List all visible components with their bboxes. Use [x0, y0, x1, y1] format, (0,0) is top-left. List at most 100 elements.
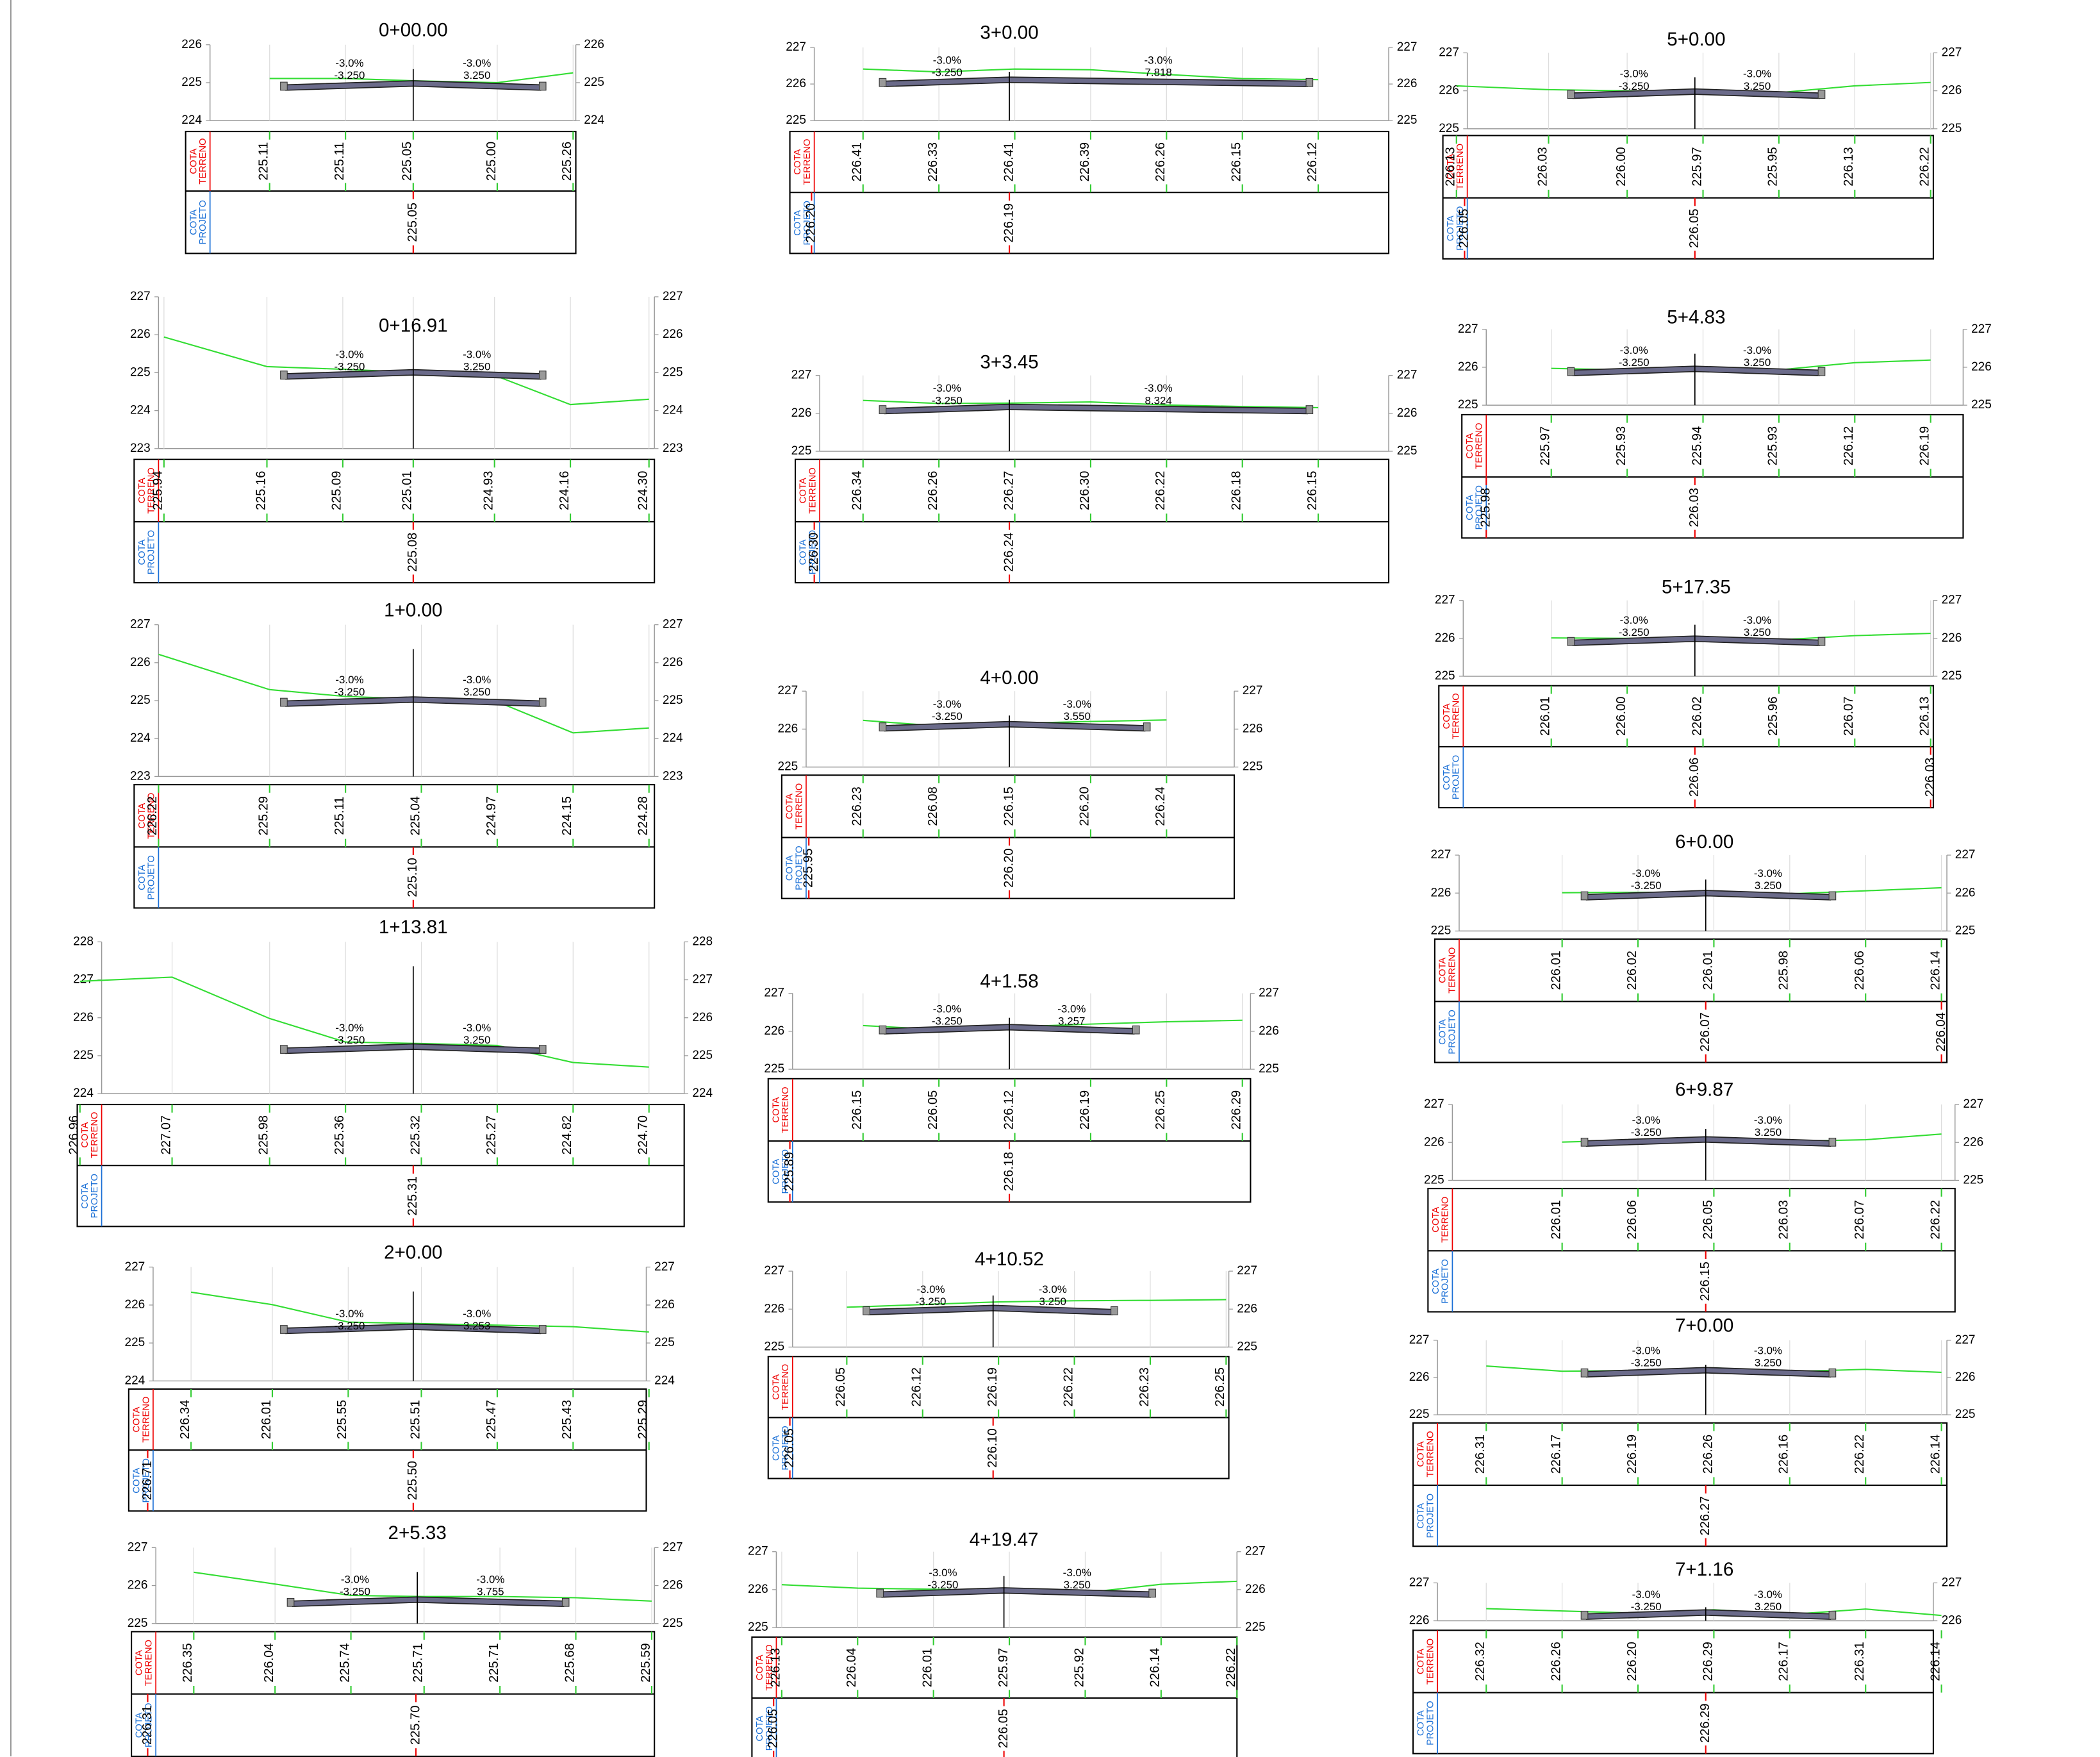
y-tick-label: 227 [1955, 1333, 1976, 1347]
row-label: TERRENO [144, 1640, 154, 1686]
terrain-elevation: 226.14 [1928, 1642, 1942, 1681]
slope-width: -3.250 [932, 67, 963, 79]
slope-width: 3.250 [463, 686, 490, 698]
row-label: COTA [1416, 1503, 1426, 1529]
slope-width: 3.250 [1755, 1601, 1782, 1613]
terrain-elevation: 226.35 [181, 1643, 195, 1682]
row-label: PROJETO [802, 201, 813, 246]
terrain-elevation: 226.12 [1002, 1090, 1016, 1129]
row-label: PROJETO [1455, 206, 1466, 251]
terrain-elevation: 226.29 [1230, 1090, 1244, 1129]
y-tick-label: 225 [130, 694, 151, 707]
project-elevation: 226.71 [140, 1461, 154, 1500]
y-tick-label: 225 [73, 1049, 94, 1062]
y-tick-label: 226 [654, 1298, 675, 1312]
slope-width: -3.250 [928, 1579, 959, 1591]
terrain-elevation: 225.47 [484, 1400, 499, 1439]
terrain-elevation: 225.97 [1539, 426, 1553, 465]
terrain-elevation: 226.13 [769, 1648, 783, 1687]
terrain-elevation: 225.97 [996, 1648, 1011, 1687]
y-tick-label: 226 [663, 1579, 683, 1592]
terrain-elevation: 226.05 [1701, 1200, 1715, 1239]
y-tick-label: 227 [663, 618, 683, 631]
y-tick-label: 226 [1243, 722, 1263, 735]
slope-grade: -3.0% [1620, 614, 1648, 626]
project-elevation: 226.05 [1457, 209, 1471, 248]
y-tick-label: 224 [130, 404, 151, 417]
terrain-elevation: 224.97 [484, 796, 499, 835]
row-label: TERRENO [1441, 1197, 1451, 1243]
project-elevation: 225.95 [801, 848, 815, 887]
y-tick-label: 226 [73, 1011, 94, 1024]
slope-width: -3.250 [915, 1295, 946, 1308]
project-elevation: 226.10 [986, 1428, 1000, 1467]
slope-width: -3.250 [932, 1015, 963, 1028]
slope-width: -3.250 [335, 686, 365, 698]
curb [1111, 1306, 1118, 1315]
y-tick-label: 224 [584, 113, 604, 127]
y-tick-label: 227 [1245, 1545, 1266, 1558]
project-elevation: 226.05 [782, 1428, 797, 1467]
slope-width: -3.250 [335, 1034, 365, 1046]
y-tick-label: 226 [764, 1024, 784, 1038]
row-label: PROJETO [807, 530, 818, 575]
y-tick-label: 224 [125, 1374, 145, 1387]
project-elevation: 226.19 [1002, 203, 1016, 242]
terrain-elevation: 226.08 [926, 787, 940, 826]
row-label: TERRENO [147, 467, 157, 513]
row-label: TERRENO [781, 1364, 791, 1410]
terrain-elevation: 225.51 [408, 1400, 422, 1439]
slope-grade: -3.0% [463, 1022, 491, 1034]
project-elevation: 225.98 [1479, 488, 1493, 527]
row-label: PROJETO [781, 1149, 791, 1194]
slope-width: 3.250 [463, 360, 490, 372]
terrain-elevation: 226.18 [1230, 471, 1244, 510]
terrain-elevation: 226.04 [262, 1643, 276, 1682]
terrain-elevation: 226.06 [1625, 1200, 1639, 1239]
curb [1828, 1610, 1837, 1620]
y-tick-label: 226 [1259, 1024, 1279, 1038]
terrain-elevation: 225.94 [151, 471, 165, 510]
slope-width: -3.250 [335, 69, 365, 81]
curb [1828, 1368, 1837, 1378]
slope-width: -3.250 [1631, 1126, 1662, 1138]
project-elevation: 226.31 [140, 1706, 154, 1745]
terrain-elevation: 226.15 [1305, 471, 1319, 510]
terrain-elevation: 226.19 [1078, 1090, 1092, 1129]
curb [280, 371, 288, 379]
y-tick-label: 225 [1245, 1620, 1266, 1634]
row-label: COTA [755, 1654, 765, 1680]
terrain-elevation: 226.22 [1918, 147, 1932, 186]
terrain-line [190, 1291, 649, 1333]
terrain-elevation: 225.43 [560, 1400, 574, 1439]
terrain-elevation: 226.22 [1853, 1435, 1867, 1474]
terrain-elevation: 226.13 [1842, 147, 1856, 186]
row-label: PROJETO [144, 1703, 154, 1748]
project-elevation: 226.06 [1687, 758, 1701, 797]
terrain-elevation: 226.23 [1137, 1367, 1152, 1406]
curb [1580, 1137, 1589, 1147]
slope-width: 3.250 [1744, 356, 1771, 369]
y-tick-label: 226 [584, 38, 604, 51]
row-label: PROJETO [1475, 485, 1485, 530]
curb [280, 697, 288, 707]
y-tick-label: 226 [1435, 631, 1455, 645]
row-label: TERRENO [794, 783, 804, 829]
curb [1143, 722, 1151, 731]
terrain-elevation: 225.32 [408, 1115, 422, 1154]
y-tick-label: 227 [654, 1260, 675, 1274]
curb [1148, 1588, 1156, 1598]
terrain-elevation: 227.07 [159, 1115, 173, 1154]
row-label: COTA [755, 1715, 765, 1741]
terrain-elevation: 226.23 [850, 787, 864, 826]
terrain-elevation: 225.27 [484, 1115, 499, 1154]
row-label: COTA [1465, 495, 1475, 520]
section-station: 2+5.33 [388, 1522, 447, 1544]
